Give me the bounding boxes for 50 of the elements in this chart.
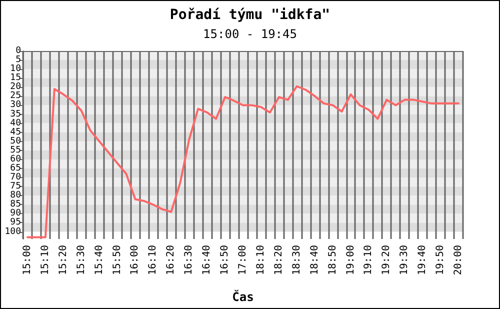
x-tick-label: 19:50 (435, 245, 446, 276)
x-tick-label: 16:30 (184, 245, 195, 276)
x-tick-label: 15:50 (112, 245, 123, 276)
y-tick-label: 15 (10, 73, 21, 84)
y-tick-label: 55 (10, 145, 21, 156)
x-tick-label: 18:10 (255, 245, 266, 276)
y-tick-label: 80 (10, 190, 21, 201)
x-tick-label: 18:30 (291, 245, 302, 276)
y-tick-label: 75 (10, 182, 21, 192)
y-tick-label: 25 (10, 91, 21, 102)
x-tick-label: 15:00 (22, 245, 33, 276)
y-tick-label: 10 (10, 64, 21, 74)
x-tick-label: 15:40 (94, 245, 105, 276)
x-tick-label: 18:40 (309, 245, 320, 276)
y-tick-label: 70 (10, 172, 21, 183)
y-tick-label: 50 (10, 136, 21, 146)
x-tick-label: 16:00 (130, 245, 141, 276)
y-tick-label: 95 (10, 218, 21, 228)
y-tick-label: 35 (10, 109, 21, 120)
y-tick-label: 90 (10, 208, 21, 219)
x-axis-title: Čas (232, 289, 254, 304)
y-tick-label: 40 (10, 118, 21, 128)
x-tick-label: 18:20 (273, 245, 284, 276)
y-tick-label: 5 (16, 55, 21, 66)
y-tick-label: 0 (16, 46, 21, 56)
y-tick-label: 85 (10, 200, 21, 210)
x-tick-label: 20:00 (453, 245, 464, 276)
chart-subtitle: 15:00 - 19:45 (203, 27, 297, 41)
x-tick-label: 16:40 (202, 245, 213, 276)
x-tick-label: 15:30 (76, 245, 87, 276)
y-tick-label: 65 (10, 164, 21, 174)
x-tick-label: 15:20 (58, 245, 69, 276)
x-tick-label: 19:20 (381, 245, 392, 276)
y-tick-label: 30 (10, 100, 21, 110)
y-tick-label: 20 (10, 82, 21, 92)
x-tick-label: 16:20 (166, 245, 177, 276)
x-tick-label: 19:40 (417, 245, 428, 276)
y-tick-label: 45 (10, 127, 21, 138)
y-tick-label: 60 (10, 154, 21, 164)
x-tick-label: 19:30 (399, 245, 410, 276)
x-tick-label: 18:50 (327, 245, 338, 276)
x-tick-label: 16:10 (148, 245, 159, 276)
x-tick-label: 17:00 (238, 245, 248, 276)
line-series (26, 85, 460, 238)
chart-title: Pořadí týmu "idkfa" (170, 7, 330, 23)
x-tick-label: 15:10 (40, 245, 51, 276)
x-tick-label: 16:50 (220, 245, 231, 276)
x-tick-label: 19:00 (345, 245, 356, 276)
x-tick-label: 19:10 (363, 245, 374, 276)
y-tick-label: 100 (4, 226, 21, 237)
